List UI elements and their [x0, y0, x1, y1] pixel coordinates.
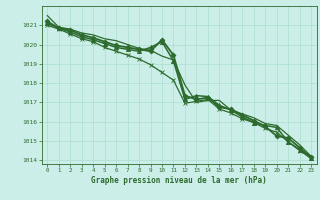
X-axis label: Graphe pression niveau de la mer (hPa): Graphe pression niveau de la mer (hPa)	[91, 176, 267, 185]
